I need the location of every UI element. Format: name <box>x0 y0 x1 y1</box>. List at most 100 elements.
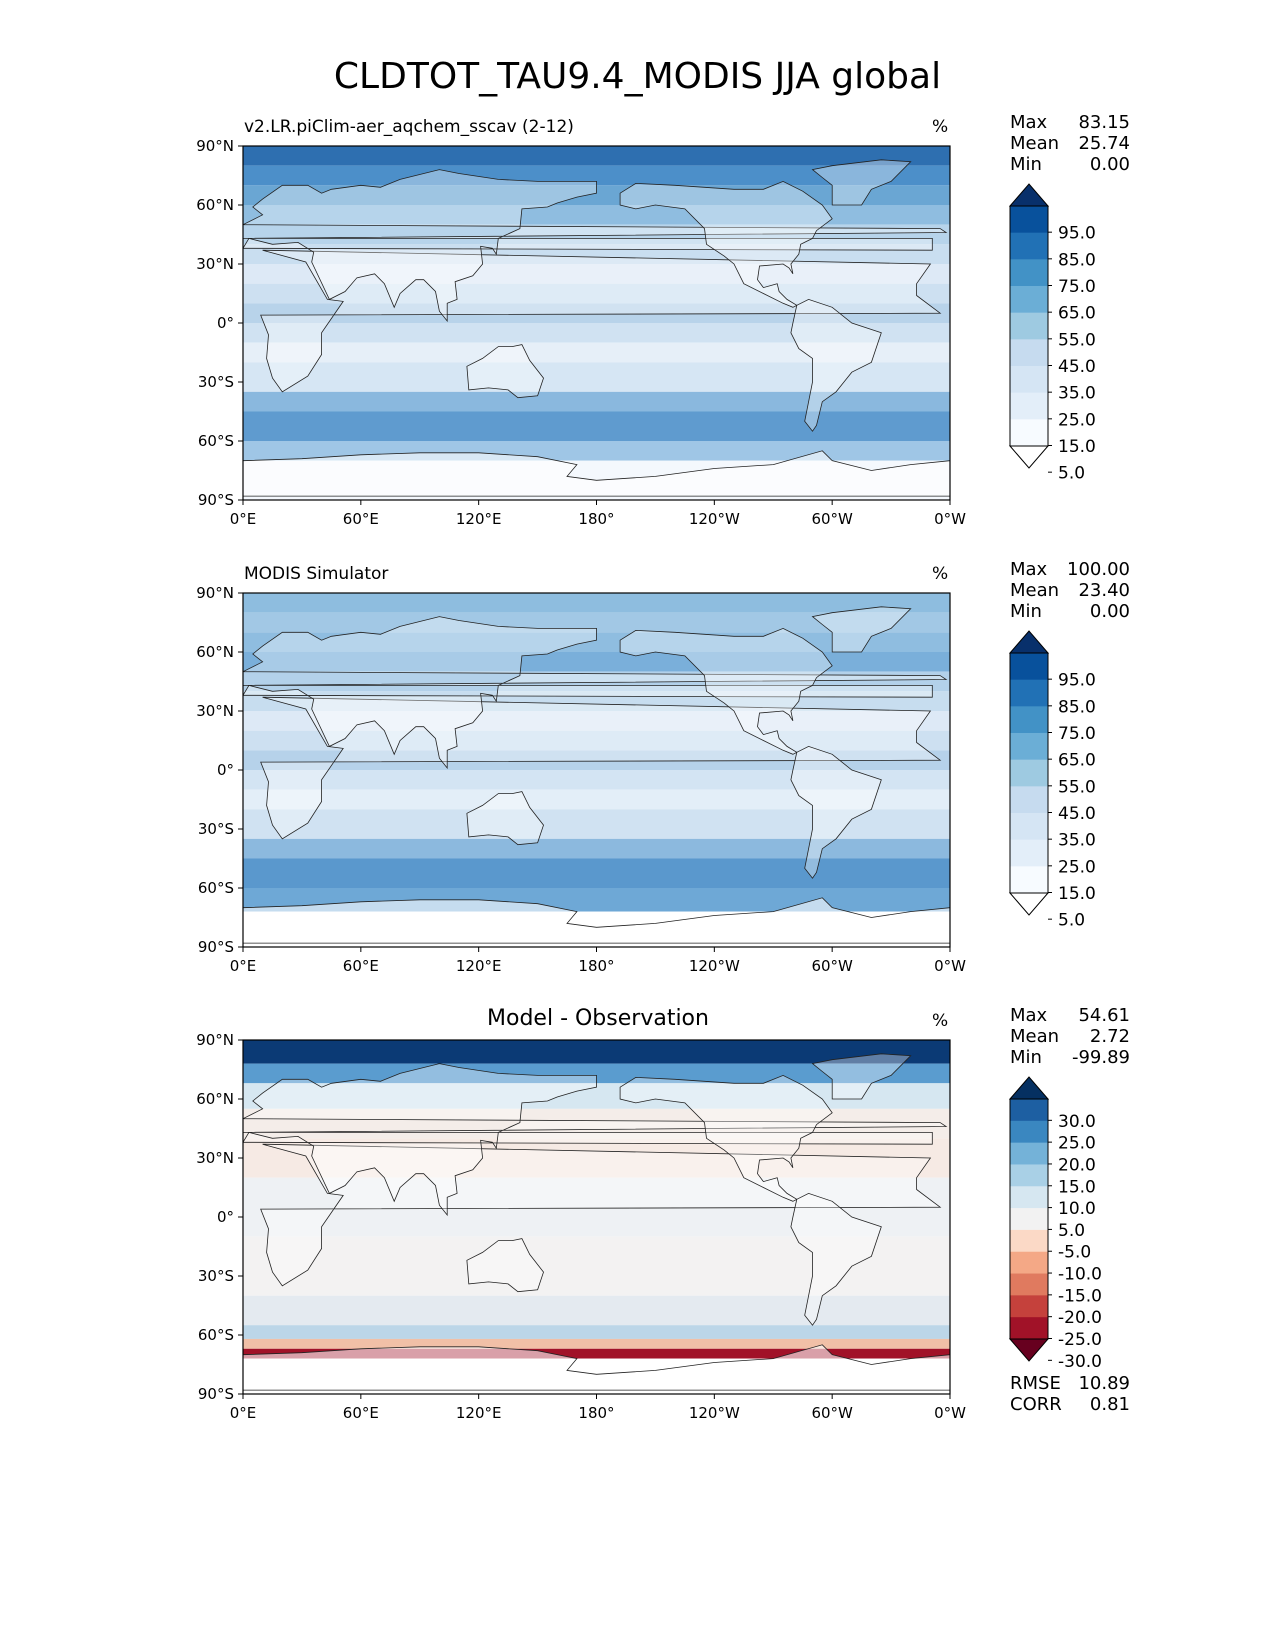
x-tick-label: 60°W <box>811 510 853 528</box>
field-band <box>243 411 950 441</box>
panel-3-title: Model - Observation <box>487 1006 709 1031</box>
x-tick-label: 120°W <box>689 510 740 528</box>
panel-2-plot: 0°E 60°E 120°E 180° 120°W 60°W 0°W 90°N 60°N 30°N… <box>196 584 1096 975</box>
stat-rmse-value: 10.89 <box>1078 1373 1130 1394</box>
colorbar-extend-min <box>1008 445 1050 469</box>
colorbar-swatch <box>1010 206 1048 234</box>
stat-max-value: 83.15 <box>1078 112 1130 133</box>
stat-mean-value: 25.74 <box>1078 133 1130 154</box>
field-band <box>243 1325 950 1339</box>
colorbar-swatch <box>1010 1099 1048 1122</box>
colorbar-label: 15.0 <box>1058 884 1096 904</box>
colorbar-swatch <box>1010 1142 1048 1165</box>
stat-corr-label: CORR <box>1010 1394 1062 1415</box>
coastline-samerica <box>790 745 882 879</box>
stat-min-label: Min <box>1010 601 1042 622</box>
stat-max-value: 54.61 <box>1078 1005 1130 1026</box>
x-tick-label: 180° <box>578 1404 614 1422</box>
field-band <box>243 224 950 245</box>
stat-min-value: -99.89 <box>1071 1047 1130 1068</box>
stat-mean-label: Mean <box>1010 580 1060 601</box>
colorbar-swatch <box>1010 419 1048 447</box>
colorbar-swatch <box>1010 1317 1048 1340</box>
x-tick-label: 120°W <box>689 957 740 975</box>
panel-1-stats: Max 83.15 Mean 25.74 Min 0.00 <box>1010 112 1130 178</box>
x-tick-label: 120°E <box>456 957 502 975</box>
coastline-eurasia <box>243 616 948 770</box>
y-tick-label: 90°N <box>196 1031 234 1049</box>
coastline-antarctica <box>243 897 950 944</box>
x-tick-label: 60°E <box>343 510 379 528</box>
field-band <box>243 711 950 731</box>
panel-1-title: v2.LR.piClim-aer_aqchem_sscav (2-12) <box>244 117 574 137</box>
coastline-namerica <box>619 180 833 308</box>
colorbar-label: -30.0 <box>1058 1352 1102 1372</box>
colorbar-swatch <box>1010 653 1048 681</box>
colorbar: 95.0 85.0 75.0 65.0 55.0 45.0 35.0 25.0 15.0 5.0 <box>1008 630 1096 931</box>
x-tick-label: 60°W <box>811 1404 853 1422</box>
x-tick-label: 120°E <box>456 1404 502 1422</box>
colorbar-label: 5.0 <box>1058 464 1085 484</box>
x-tick-label: 0°E <box>230 1404 257 1422</box>
coastline-greenland <box>811 606 912 653</box>
colorbar-label: 45.0 <box>1058 357 1096 377</box>
field-band <box>243 362 950 392</box>
stat-mean-label: Mean <box>1010 133 1060 154</box>
colorbar-label: 10.0 <box>1058 1199 1096 1219</box>
colorbar-swatch <box>1010 866 1048 894</box>
x-tick-label: 0°W <box>934 510 966 528</box>
y-tick-label: 60°N <box>196 643 234 661</box>
colorbar-swatch <box>1010 1164 1048 1187</box>
coastline-australia <box>466 791 544 846</box>
colorbar-swatch <box>1010 286 1048 314</box>
stat-max-label: Max <box>1010 1005 1048 1026</box>
field-band <box>243 146 950 166</box>
colorbar-swatch <box>1010 1120 1048 1144</box>
field-band <box>243 593 950 613</box>
field-band <box>243 185 950 205</box>
colorbar-label: -20.0 <box>1058 1308 1102 1328</box>
x-tick-label: 120°W <box>689 1404 740 1422</box>
field-band <box>243 652 950 672</box>
y-tick-label: 0° <box>217 1208 234 1226</box>
field-band <box>243 342 950 363</box>
field-band <box>243 1295 950 1326</box>
x-tick-label: 180° <box>578 957 614 975</box>
coastline-samerica <box>790 1192 882 1326</box>
colorbar-label: 45.0 <box>1058 804 1096 824</box>
field-band <box>243 770 950 790</box>
colorbar-swatch <box>1010 786 1048 814</box>
colorbar-swatch <box>1010 813 1048 841</box>
panel-1-units: % <box>932 117 949 137</box>
x-tick-label: 0°E <box>230 957 257 975</box>
stat-min-label: Min <box>1010 154 1042 175</box>
field-band <box>243 1338 950 1349</box>
field-band <box>243 244 950 264</box>
coastline-australia <box>466 344 544 399</box>
coastline-samerica <box>790 298 882 432</box>
stat-corr-value: 0.81 <box>1089 1394 1130 1415</box>
y-tick-label: 0° <box>217 314 234 332</box>
colorbar-frame <box>1009 1098 1049 1340</box>
field-band <box>243 1236 950 1296</box>
colorbar-label: -10.0 <box>1058 1265 1102 1285</box>
colorbar-extend-max <box>1008 630 1050 654</box>
colorbar-label: 35.0 <box>1058 831 1096 851</box>
colorbar-label: 85.0 <box>1058 250 1096 270</box>
colorbar-label: -5.0 <box>1058 1243 1091 1263</box>
colorbar-extend-min <box>1008 1338 1050 1362</box>
colorbar-label: 95.0 <box>1058 671 1096 691</box>
x-tick-label: 60°W <box>811 957 853 975</box>
field-band <box>243 1040 950 1064</box>
panel-3-extra-stats: RMSE 10.89 CORR 0.81 <box>1010 1373 1130 1417</box>
colorbar-label: 30.0 <box>1058 1112 1096 1132</box>
colorbar-label: -15.0 <box>1058 1286 1102 1306</box>
colorbar-swatch <box>1010 679 1048 707</box>
x-tick-label: 0°E <box>230 510 257 528</box>
coastline-greenland <box>811 159 912 206</box>
coastline-eurasia <box>243 169 948 323</box>
colorbar-swatch <box>1010 312 1048 340</box>
colorbar-swatch <box>1010 1229 1048 1253</box>
colorbar: 30.025.020.015.010.05.0-5.0-10.0-15.0-20… <box>1008 1076 1102 1372</box>
field-band <box>243 838 950 859</box>
